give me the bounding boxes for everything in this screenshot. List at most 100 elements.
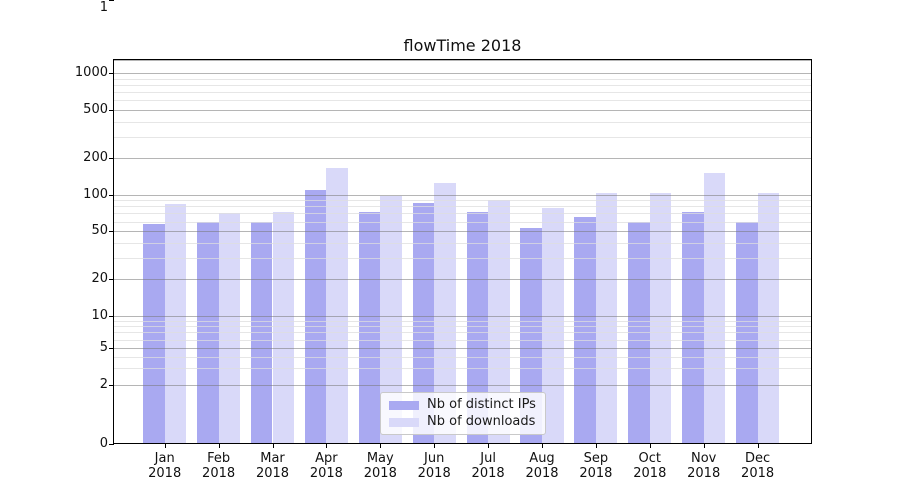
minor-gridline <box>114 332 811 333</box>
x-tick-mark <box>542 444 543 448</box>
bar-distinct-ips-nov <box>682 212 704 443</box>
major-gridline <box>114 110 811 111</box>
x-tick-mark <box>380 444 381 448</box>
bar-downloads-dec <box>757 192 780 443</box>
bar-downloads-jan <box>164 203 187 443</box>
x-tick-year: 2018 <box>202 466 236 481</box>
x-tick-month: Sep <box>583 451 609 466</box>
x-tick-year: 2018 <box>633 466 667 481</box>
x-tick-label: Aug 2018 <box>512 451 572 481</box>
bar-downloads-nov <box>703 173 726 443</box>
x-tick-year: 2018 <box>471 466 505 481</box>
x-tick-year: 2018 <box>255 466 290 481</box>
y-tick-label: 200 <box>83 150 108 166</box>
x-tick-label: Nov 2018 <box>674 451 734 481</box>
chart-title: flowTime 2018 <box>403 36 522 55</box>
y-tick-label: 100 <box>83 186 108 202</box>
y-tick-label: 1000 <box>74 65 108 81</box>
legend: Nb of distinct IPs Nb of downloads <box>380 392 546 435</box>
x-tick-month: Jan <box>154 451 175 466</box>
x-tick-year: 2018 <box>148 466 182 481</box>
y-tick-mark <box>109 279 114 280</box>
legend-swatch-distinct-ips <box>389 400 419 410</box>
x-tick-mark <box>650 444 651 448</box>
x-tick-year: 2018 <box>525 466 559 481</box>
minor-gridline <box>114 79 811 80</box>
y-tick-mark <box>109 195 114 196</box>
x-tick-year: 2018 <box>363 466 397 481</box>
x-tick-mark <box>165 444 166 448</box>
y-tick-mark <box>109 231 114 232</box>
x-tick-year: 2018 <box>417 466 451 481</box>
x-tick-mark <box>596 444 597 448</box>
minor-gridline <box>114 85 811 86</box>
x-tick-month: Oct <box>638 451 662 466</box>
minor-gridline <box>114 357 811 358</box>
major-gridline <box>114 348 811 349</box>
y-tick-label: 500 <box>83 101 108 117</box>
x-tick-label: Dec 2018 <box>728 451 788 481</box>
major-gridline <box>114 60 811 61</box>
minor-gridline <box>114 368 811 369</box>
y-tick-mark <box>109 444 114 445</box>
x-tick-label: Mar 2018 <box>243 451 303 481</box>
x-tick-label: Feb 2018 <box>189 451 249 481</box>
x-tick-month: Jul <box>480 451 496 466</box>
minor-gridline <box>114 122 811 123</box>
x-tick-mark <box>434 444 435 448</box>
bar-downloads-apr <box>326 168 348 443</box>
x-tick-month: Aug <box>529 451 555 466</box>
major-gridline <box>114 385 811 386</box>
x-tick-year: 2018 <box>687 466 721 481</box>
bar-distinct-ips-jan <box>143 224 165 443</box>
legend-item-distinct-ips: Nb of distinct IPs <box>389 398 537 412</box>
y-tick-label: 5 <box>99 340 108 355</box>
x-tick-mark <box>219 444 220 448</box>
minor-gridline <box>114 321 811 322</box>
y-tick-label: 2 <box>99 376 108 392</box>
bar-downloads-oct <box>649 193 672 443</box>
x-tick-month: Mar <box>260 451 285 466</box>
x-tick-mark <box>704 444 705 448</box>
bar-distinct-ips-may <box>358 212 381 443</box>
y-tick-label: 50 <box>91 223 108 239</box>
x-tick-month: May <box>366 451 394 466</box>
x-tick-label: May 2018 <box>350 451 410 481</box>
bar-downloads-sep <box>595 193 618 443</box>
x-tick-mark <box>273 444 274 448</box>
x-tick-year: 2018 <box>309 466 343 481</box>
bar-downloads-may <box>380 195 402 443</box>
x-tick-month: Nov <box>691 451 717 466</box>
major-gridline <box>114 73 811 74</box>
x-tick-month: Feb <box>207 451 231 466</box>
legend-label-distinct-ips: Nb of distinct IPs <box>427 397 536 412</box>
y-tick-mark <box>109 385 114 386</box>
x-tick-label: Jan 2018 <box>135 451 195 481</box>
x-tick-year: 2018 <box>579 466 613 481</box>
bar-downloads-mar <box>272 212 295 443</box>
bar-downloads-jun <box>434 182 456 443</box>
minor-gridline <box>114 326 811 327</box>
minor-gridline <box>114 340 811 341</box>
minor-gridline <box>114 137 811 138</box>
bar-distinct-ips-jun <box>412 203 435 443</box>
plot-area-frame <box>113 59 812 444</box>
major-gridline <box>114 231 811 232</box>
major-gridline <box>114 158 811 159</box>
minor-gridline <box>114 206 811 207</box>
x-tick-label: Jul 2018 <box>458 451 518 481</box>
x-tick-mark <box>488 444 489 448</box>
y-tick-mark <box>109 73 114 74</box>
legend-item-downloads: Nb of downloads <box>389 415 537 429</box>
x-tick-month: Dec <box>745 451 771 466</box>
x-tick-label: Apr 2018 <box>296 451 356 481</box>
legend-label-downloads: Nb of downloads <box>427 414 536 429</box>
minor-gridline <box>114 258 811 259</box>
y-tick-label: 0 <box>99 435 108 451</box>
y-tick-mark <box>109 316 114 317</box>
x-tick-month: Apr <box>315 451 338 466</box>
minor-gridline <box>114 92 811 93</box>
x-tick-year: 2018 <box>741 466 775 481</box>
plot-area <box>114 60 811 443</box>
